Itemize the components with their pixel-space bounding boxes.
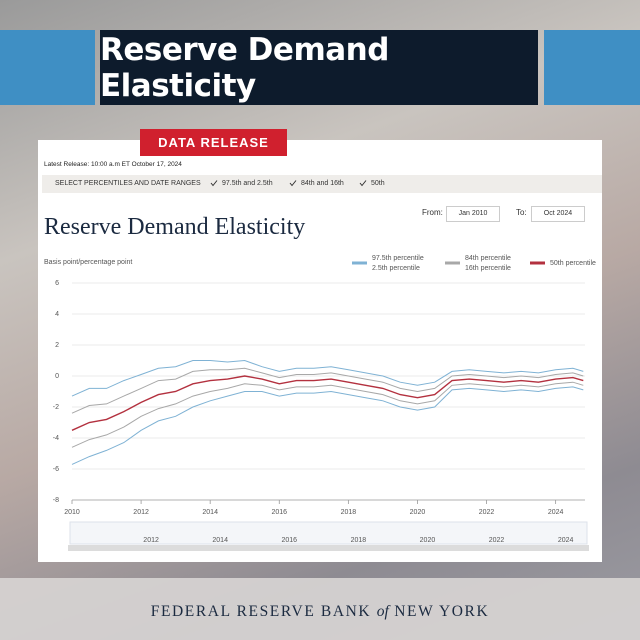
panel (38, 140, 602, 562)
y-tick-label: 6 (55, 280, 59, 287)
checkbox[interactable] (359, 179, 367, 187)
series-line (71, 386, 584, 465)
footer: FEDERAL RESERVE BANK of NEW YORK (0, 603, 640, 621)
from-input[interactable]: Jan 2010 (446, 206, 500, 222)
navigator-label: 2020 (420, 537, 436, 544)
x-tick-label: 2022 (479, 509, 495, 516)
checkbox[interactable] (210, 179, 218, 187)
legend-label: 50th percentile (550, 260, 596, 267)
x-tick-label: 2010 (64, 509, 80, 516)
option[interactable]: 84th and 16th (301, 180, 344, 187)
to-input[interactable]: Oct 2024 (531, 206, 585, 222)
legend-label: 2.5th percentile (372, 265, 420, 272)
option[interactable]: 97.5th and 2.5th (222, 180, 273, 187)
y-tick-label: -2 (53, 404, 59, 411)
navigator-label: 2022 (489, 537, 505, 544)
banner-stripe (0, 30, 95, 105)
navigator-label: 2012 (143, 537, 159, 544)
banner-stripe (544, 30, 640, 105)
legend-label: 16th percentile (465, 265, 511, 272)
navigator-label: 2018 (351, 537, 367, 544)
y-tick-label: 2 (55, 342, 59, 349)
x-tick-label: 2014 (202, 509, 218, 516)
x-tick-label: 2012 (133, 509, 149, 516)
footer-text: of (376, 603, 389, 620)
navigator-label: 2024 (558, 537, 574, 544)
navigator (69, 521, 588, 545)
banner-title: Reserve Demand Elasticity (100, 30, 538, 105)
scrollbar (68, 545, 589, 551)
legend-label: 97.5th percentile (372, 255, 424, 262)
y-tick-label: -8 (53, 497, 59, 504)
x-tick-label: 2016 (271, 509, 287, 516)
series-line (71, 359, 584, 397)
tag: DATA RELEASE (140, 129, 287, 156)
y-tick-label: -6 (53, 466, 59, 473)
y-tick-label: 4 (55, 311, 59, 318)
from-label: From: (422, 208, 443, 217)
navigator-label: 2016 (281, 537, 297, 544)
latest-release: Latest Release: 10:00 a.m ET October 17,… (44, 161, 182, 168)
legend-label: 84th percentile (465, 255, 511, 262)
y-tick-label: -4 (53, 435, 59, 442)
x-tick-label: 2024 (548, 509, 564, 516)
navigator-label: 2014 (212, 537, 228, 544)
x-tick-label: 2018 (341, 509, 357, 516)
select-label: SELECT PERCENTILES AND DATE RANGES (55, 180, 201, 187)
y-axis-label: Basis point/percentage point (44, 259, 132, 266)
footer-text: FEDERAL RESERVE BANK (150, 603, 372, 620)
to-label: To: (516, 208, 527, 217)
selector-bar: SELECT PERCENTILES AND DATE RANGES 97.5t… (42, 175, 602, 193)
footer-text: NEW YORK (394, 603, 490, 620)
series-line (71, 381, 584, 448)
chart-title: Reserve Demand Elasticity (44, 214, 306, 240)
series-line (71, 367, 584, 414)
checkbox[interactable] (289, 179, 297, 187)
x-tick-label: 2020 (410, 509, 426, 516)
series-line (71, 375, 584, 431)
y-tick-label: 0 (55, 373, 59, 380)
option[interactable]: 50th (371, 180, 385, 187)
footer-bg (0, 578, 640, 640)
